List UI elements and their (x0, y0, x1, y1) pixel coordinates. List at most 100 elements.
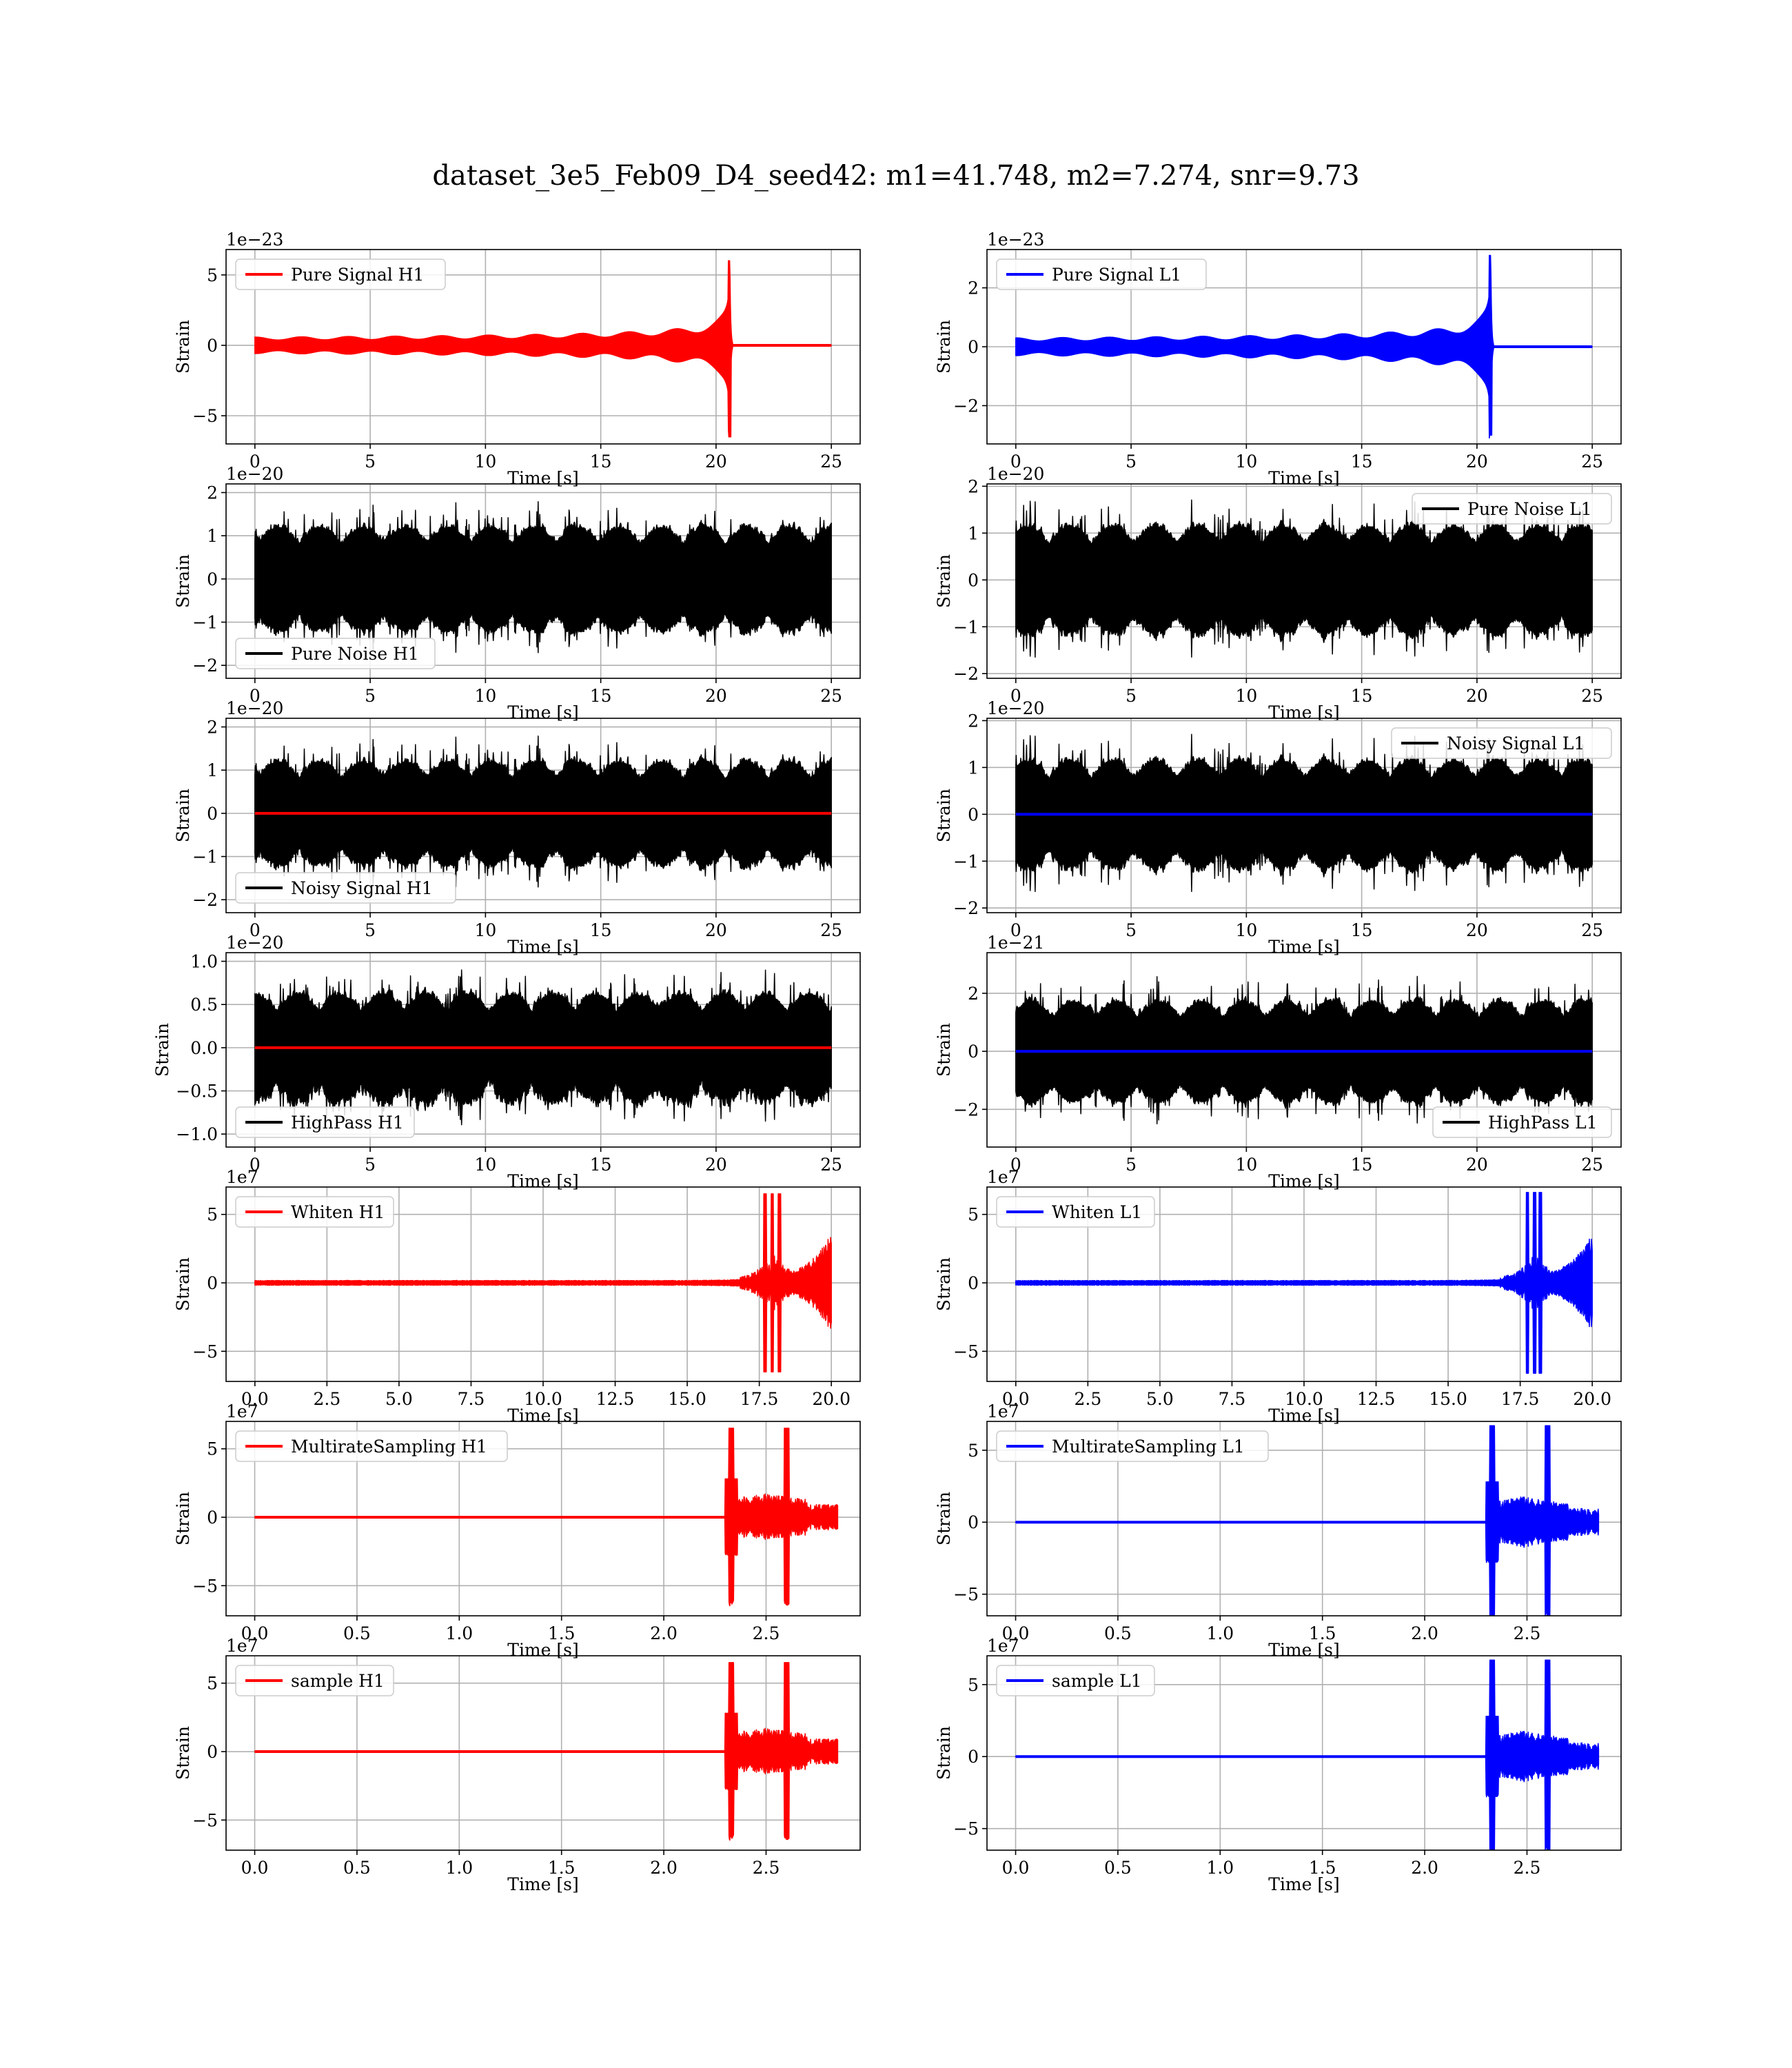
subplot-ms-l1: 0.0 0.5 1.0 1.5 2.0 2.5 −5 0 5 1e7 Time [s] Strain M… (934, 1401, 1622, 1660)
y-tick-label: 0 (207, 804, 218, 824)
x-tick-label: 0.5 (1104, 1623, 1132, 1643)
y-axis-label: Strain (934, 1726, 954, 1780)
y-tick-label: 2 (968, 711, 979, 731)
x-tick-label: 1.0 (445, 1623, 473, 1643)
x-tick-label: 12.5 (596, 1389, 635, 1409)
plot-area (254, 735, 832, 888)
subplot-wh-h1: 0.0 2.5 5.0 7.5 10.0 12.5 15.0 17.5 20.0 −5 0 5 1e7 T… (173, 1167, 861, 1426)
axes-frame (986, 718, 1622, 913)
legend: Pure Signal L1 (996, 258, 1207, 290)
y-axis-label: Strain (173, 1726, 193, 1780)
y-tick-label: −1 (192, 847, 218, 867)
x-tick-label: 5 (365, 686, 376, 706)
y-axis-label: Strain (173, 320, 193, 374)
x-tick-label: 0.0 (1002, 1389, 1030, 1409)
plot-area (254, 1193, 832, 1372)
subplot-ps-l1: 0 5 10 15 20 25 −2 0 2 1e−23 Time [s] Strain Pure Si… (934, 230, 1622, 488)
x-tick-label: 0.0 (1002, 1623, 1030, 1643)
legend: Noisy Signal L1 (1391, 727, 1612, 759)
x-tick-label: 0.5 (343, 1623, 371, 1643)
legend-box (235, 1665, 394, 1696)
x-tick-label: 0 (1010, 920, 1021, 940)
x-tick-label: 1.5 (1309, 1623, 1336, 1643)
y-tick-label: 5 (968, 1441, 979, 1461)
x-tick-label: 0.0 (241, 1389, 269, 1409)
x-tick-label: 2.5 (313, 1389, 340, 1409)
x-tick-label: 10 (474, 1155, 496, 1175)
y-axis-label: Strain (934, 1492, 954, 1545)
axes-frame (986, 952, 1622, 1148)
x-tick-label: 15 (1351, 1155, 1373, 1175)
x-tick-label: 20 (1466, 686, 1488, 706)
subplot-hp-h1: 0 5 10 15 20 25 −1.0 −0.5 0.0 0.5 1.0 1e−20 Time [s]… (152, 933, 861, 1191)
legend: sample H1 (235, 1665, 394, 1696)
plot-area (1015, 499, 1593, 658)
plot-area (1015, 975, 1593, 1125)
x-tick-label: 15 (1351, 452, 1373, 472)
y-tick-label: 0.5 (190, 995, 218, 1015)
legend-label: Pure Noise H1 (291, 644, 419, 664)
x-tick-label: 25 (1581, 686, 1603, 706)
y-tick-label: 0 (968, 1747, 979, 1767)
x-tick-label: 2.0 (1411, 1858, 1438, 1878)
legend-label: Pure Signal H1 (291, 265, 424, 285)
y-exponent-label: 1e−20 (987, 464, 1044, 484)
y-tick-label: −5 (192, 1810, 218, 1830)
x-tick-label: 1.5 (548, 1858, 576, 1878)
y-tick-label: 0 (968, 1512, 979, 1532)
y-exponent-label: 1e7 (987, 1636, 1019, 1656)
legend: Whiten H1 (235, 1196, 394, 1228)
series-envelope-0 (254, 735, 832, 888)
x-tick-label: 2.5 (1514, 1858, 1541, 1878)
legend: MultirateSampling L1 (996, 1430, 1269, 1462)
x-tick-label: 5 (365, 920, 376, 940)
y-tick-label: −5 (192, 406, 218, 426)
legend-box (1432, 1106, 1612, 1138)
y-tick-label: 0 (968, 804, 979, 824)
x-tick-label: 17.5 (740, 1389, 779, 1409)
legend-box (235, 1430, 508, 1462)
y-tick-label: 0 (207, 336, 218, 356)
legend: Whiten L1 (996, 1196, 1155, 1228)
x-axis-label: Time [s] (1268, 702, 1339, 722)
plot-area (1015, 1425, 1600, 1616)
x-tick-label: 1.0 (1206, 1858, 1234, 1878)
x-tick-label: 20 (1466, 452, 1488, 472)
y-tick-label: −2 (192, 656, 218, 676)
y-tick-label: −5 (192, 1576, 218, 1596)
x-axis-label: Time [s] (1268, 1874, 1339, 1894)
subplot-hp-l1: 0 5 10 15 20 25 −2 0 2 1e−21 Time [s] Strain HighPas… (934, 933, 1622, 1191)
legend-box (235, 1196, 394, 1228)
x-axis-label: Time [s] (1268, 1640, 1339, 1660)
plot-area (1015, 1192, 1593, 1374)
legend-box (996, 258, 1207, 290)
axes-frame (986, 1421, 1622, 1616)
x-tick-label: 0.5 (1104, 1858, 1132, 1878)
x-tick-label: 5 (365, 1155, 376, 1175)
subplot-ms-h1: 0.0 0.5 1.0 1.5 2.0 2.5 −5 0 5 1e7 Time [s] Strain M… (173, 1401, 861, 1660)
subplot-ns-l1: 0 5 10 15 20 25 −2 −1 0 1 2 1e−20 Time [s] Strain Nois… (934, 698, 1622, 957)
y-exponent-label: 1e−20 (226, 698, 283, 718)
x-tick-label: 15 (590, 1155, 612, 1175)
x-tick-label: 20 (705, 452, 727, 472)
x-tick-label: 10 (1235, 920, 1257, 940)
y-exponent-label: 1e7 (987, 1167, 1019, 1187)
legend-box (1391, 727, 1612, 759)
legend-box (996, 1430, 1269, 1462)
x-tick-label: 15 (590, 920, 612, 940)
y-tick-label: 0.0 (190, 1038, 218, 1058)
axes-frame (225, 952, 861, 1148)
legend-label: Whiten L1 (1052, 1202, 1142, 1222)
legend-label: Noisy Signal L1 (1447, 733, 1585, 753)
x-tick-label: 2.0 (650, 1623, 678, 1643)
x-tick-label: 10 (474, 920, 496, 940)
subplot-sa-h1: 0.0 0.5 1.0 1.5 2.0 2.5 −5 0 5 1e7 Time [s] Strain s… (173, 1636, 861, 1894)
legend-box (996, 1665, 1155, 1696)
x-tick-label: 25 (820, 1155, 842, 1175)
x-tick-label: 2.0 (650, 1858, 678, 1878)
plot-area (254, 1662, 839, 1841)
y-tick-label: 0 (207, 1742, 218, 1762)
x-tick-label: 5 (1126, 686, 1137, 706)
y-tick-label: −5 (953, 1585, 979, 1605)
y-axis-label: Strain (173, 554, 193, 608)
